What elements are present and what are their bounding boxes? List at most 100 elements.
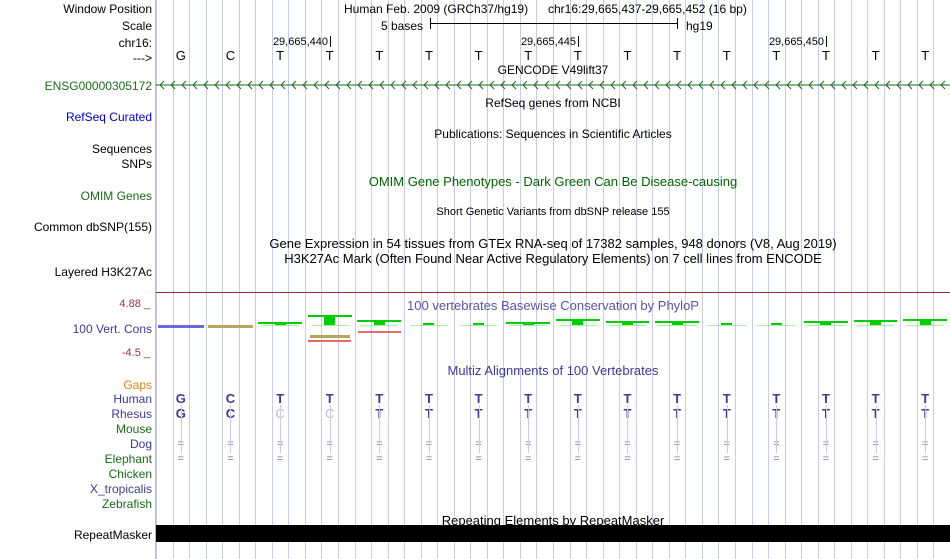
alignment-base: T: [325, 391, 334, 406]
conservation-bar-cap: [655, 321, 699, 324]
conservation-bar-cap: [258, 322, 302, 325]
species-label-rhesus[interactable]: Rhesus: [111, 407, 152, 421]
alignment-gap-mark: =: [872, 453, 879, 465]
species-label-dog[interactable]: Dog: [129, 437, 152, 451]
conservation-bar-cap: [853, 320, 898, 322]
conservation-secondary-track: [207, 324, 254, 328]
refseq-track-title: RefSeq genes from NCBI: [485, 96, 621, 110]
repeatmasker-bar[interactable]: [156, 525, 950, 542]
sequence-base: T: [722, 48, 731, 63]
alignment-column-line: [627, 405, 628, 453]
label-column-divider: [155, 0, 156, 559]
multiz-track-title: Multiz Alignments of 100 Vertebrates: [447, 363, 659, 378]
alignment-gap-mark: =: [419, 438, 439, 450]
repeatmasker-label[interactable]: RepeatMasker: [73, 528, 152, 542]
sequence-base: T: [623, 48, 632, 63]
alignment-column-line: [330, 405, 331, 453]
conservation-secondary-track: [157, 324, 204, 328]
species-label-mouse[interactable]: Mouse: [115, 422, 152, 436]
conservation-bar: [473, 322, 484, 325]
gencode-gene-label[interactable]: ENSG00000305172: [44, 79, 152, 93]
conservation-plot[interactable]: [156, 292, 950, 358]
alignment-column-line: [230, 405, 231, 453]
sequence-base: T: [474, 48, 483, 63]
layered-h3k27ac-label[interactable]: Layered H3K27Ac: [54, 265, 152, 279]
sequence-base: T: [325, 48, 334, 63]
alignment-base: T: [673, 391, 682, 406]
alignment-base: G: [171, 407, 191, 421]
sequences-label[interactable]: Sequences: [91, 142, 152, 156]
alignment-gap-mark: =: [717, 438, 737, 450]
conservation-baseline: [707, 324, 746, 326]
conservation-baseline: [261, 324, 299, 326]
sequence-base: T: [821, 48, 830, 63]
conservation-bar-cap: [506, 321, 550, 324]
alignment-gap-mark: =: [276, 453, 284, 465]
conservation-bar-cap: [555, 319, 600, 322]
dbsnp-track-title: Short Genetic Variants from dbSNP releas…: [436, 206, 670, 218]
scale-bases-text: 5 bases: [381, 19, 424, 33]
sequence-base: T: [921, 48, 930, 63]
phylop-track-title: 100 vertebrates Basewise Conservation by…: [407, 298, 699, 313]
scale-assembly-text: hg19: [686, 19, 713, 33]
alignment-base: T: [419, 407, 439, 421]
snps-label[interactable]: SNPs: [121, 157, 152, 171]
alignment-base: T: [722, 391, 731, 406]
alignment-base: T: [474, 391, 483, 406]
conservation-baseline: [658, 324, 696, 326]
conservation-bar: [324, 314, 336, 325]
conservation-baseline: [807, 324, 845, 326]
alignment-gap-mark: =: [524, 453, 532, 465]
strand-arrow-label: --->: [133, 51, 152, 65]
alignment-gap-mark: =: [673, 453, 681, 465]
refseq-curated-label[interactable]: RefSeq Curated: [65, 110, 152, 124]
alignment-base: T: [469, 407, 489, 421]
alignment-gap-mark: =: [568, 438, 588, 450]
conservation-baseline: [757, 324, 796, 326]
alignment-column-line: [429, 405, 430, 453]
alignment-gap-mark: =: [425, 453, 433, 465]
conservation-secondary-track: [308, 339, 352, 342]
alignment-gap-mark: =: [773, 453, 780, 465]
species-label-zebrafish[interactable]: Zebrafish: [101, 497, 152, 511]
alignment-base: T: [424, 391, 433, 406]
species-label-human[interactable]: Human: [113, 392, 152, 406]
conservation-baseline: [608, 324, 647, 326]
species-label-x_tropicalis[interactable]: X_tropicalis: [89, 482, 152, 496]
alignment-base: T: [717, 407, 737, 421]
sequence-base: T: [424, 48, 433, 63]
alignment-column-line: [528, 405, 529, 453]
alignment-column-line: [925, 405, 926, 453]
region-coordinates: chr16:29,665,437-29,665,452 (16 bp): [548, 2, 747, 16]
alignment-base: T: [276, 391, 285, 406]
conservation-bar-cap: [307, 314, 352, 317]
sequence-base: T: [573, 48, 582, 63]
alignment-base: G: [175, 391, 186, 406]
gencode-strand-arrows[interactable]: [156, 80, 950, 90]
sequence-base: T: [375, 48, 384, 63]
cons-track-label[interactable]: 100 Vert. Cons: [72, 322, 152, 336]
conservation-bar: [919, 319, 931, 325]
species-label-chicken[interactable]: Chicken: [108, 467, 152, 481]
alignment-column-line: [826, 405, 827, 453]
conservation-baseline: [558, 324, 597, 326]
species-label-elephant[interactable]: Elephant: [104, 452, 152, 466]
conservation-baseline: [906, 324, 945, 326]
gaps-label[interactable]: Gaps: [123, 378, 152, 392]
sequence-base: T: [276, 48, 285, 63]
alignment-base: T: [375, 391, 384, 406]
conservation-bar: [870, 320, 881, 325]
sequence-base: T: [524, 48, 533, 63]
common-dbsnp-label[interactable]: Common dbSNP(155): [33, 220, 152, 234]
cons-axis-max-label: 4.88 _: [119, 298, 150, 310]
alignment-gap-mark: =: [227, 453, 234, 465]
omim-genes-label[interactable]: OMIM Genes: [80, 189, 152, 203]
alignment-gap-mark: =: [624, 453, 631, 465]
repeatmasker-track-title: Repeating Elements by RepeatMasker: [441, 513, 665, 528]
alignment-base: T: [772, 391, 781, 406]
conservation-secondary-track: [309, 334, 350, 338]
alignment-gap-mark: =: [816, 438, 836, 450]
scale-label: Scale: [121, 19, 152, 33]
sequence-base: C: [225, 48, 236, 63]
alignment-column-line: [578, 405, 579, 453]
